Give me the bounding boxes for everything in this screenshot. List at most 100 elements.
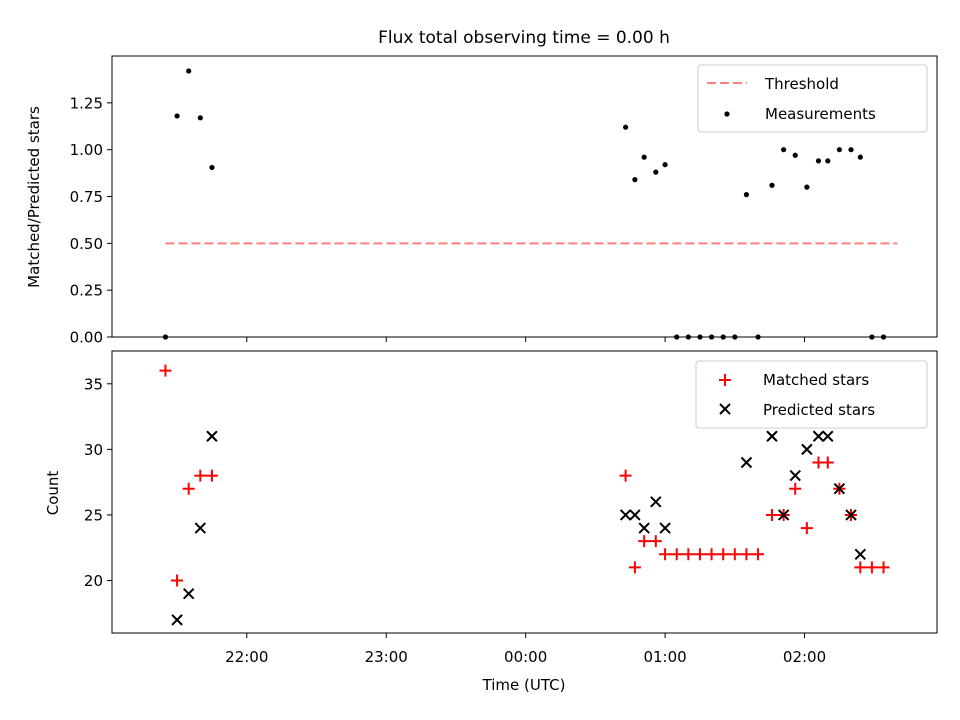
matched-star-point bbox=[854, 561, 867, 574]
bottom-x-ticks: 22:00 23:00 00:00 01:00 02:00 bbox=[225, 633, 826, 666]
predicted-star-point bbox=[650, 496, 662, 508]
measurement-point bbox=[815, 158, 822, 164]
matched-star-point bbox=[705, 548, 718, 561]
measurement-point bbox=[781, 147, 787, 153]
matched-star-point bbox=[159, 364, 172, 377]
top-panel: 0.00 0.25 0.50 0.75 1.00 1.25 Matched/Predict… bbox=[25, 55, 938, 347]
matched-star-point bbox=[682, 548, 695, 561]
matched-star-point bbox=[752, 548, 765, 561]
top-y-ticks: 0.00 0.25 0.50 0.75 1.00 1.25 bbox=[70, 94, 112, 347]
top-x-ticks bbox=[246, 337, 806, 342]
bottom-plot-marks bbox=[159, 364, 890, 626]
measurement-point bbox=[174, 113, 180, 119]
matched-star-point bbox=[649, 535, 662, 548]
top-y-tick-label: 0.25 bbox=[70, 282, 103, 300]
predicted-star-point bbox=[822, 430, 834, 442]
measurement-point bbox=[632, 177, 638, 183]
predicted-star-point bbox=[854, 548, 867, 561]
matched-star-point bbox=[800, 522, 813, 535]
bottom-panel: 20 25 30 35 22:00 23:00 00:00 01:00 02:00 Count… bbox=[44, 350, 938, 694]
bottom-y-tick-label: 30 bbox=[84, 441, 103, 459]
predicted-star-point bbox=[619, 509, 632, 521]
measurement-point bbox=[622, 124, 629, 130]
chart-title: Flux total observing time = 0.00 h bbox=[378, 28, 670, 48]
top-y-tick-label: 0.00 bbox=[70, 329, 103, 347]
matched-star-point bbox=[740, 548, 753, 561]
measurement-point bbox=[743, 192, 750, 198]
x-tick-label: 02:00 bbox=[783, 648, 826, 666]
legend-predicted-label: Predicted stars bbox=[763, 401, 875, 419]
predicted-star-point bbox=[777, 509, 790, 521]
bottom-y-tick-label: 25 bbox=[84, 506, 103, 524]
matched-star-point bbox=[728, 548, 741, 561]
matched-star-point bbox=[693, 548, 706, 561]
matched-star-point bbox=[182, 482, 195, 495]
legend-measurements-swatch bbox=[724, 111, 730, 117]
bottom-legend-frame bbox=[695, 360, 928, 429]
legend-measurements-label: Measurements bbox=[765, 105, 876, 123]
measurement-point bbox=[209, 164, 215, 171]
predicted-star-point bbox=[659, 522, 671, 534]
measurement-point bbox=[186, 68, 192, 74]
predicted-star-point bbox=[845, 509, 857, 521]
predicted-star-point bbox=[629, 509, 641, 521]
top-y-tick-label: 1.00 bbox=[70, 141, 103, 159]
measurement-point bbox=[848, 147, 854, 153]
x-tick-label: 22:00 bbox=[225, 648, 268, 666]
matched-star-point bbox=[205, 469, 218, 482]
matched-star-point bbox=[766, 508, 778, 521]
matched-star-point bbox=[194, 469, 207, 482]
measurement-point bbox=[769, 182, 775, 188]
legend-matched-swatch bbox=[719, 374, 731, 386]
matched-star-point bbox=[171, 574, 184, 587]
predicted-star-point bbox=[182, 587, 195, 600]
predicted-star-point bbox=[789, 469, 801, 482]
matched-star-point bbox=[865, 561, 878, 574]
top-y-tick-label: 1.25 bbox=[70, 94, 103, 112]
top-legend: Threshold Measurements bbox=[697, 64, 928, 133]
x-tick-label: 23:00 bbox=[365, 648, 408, 666]
bottom-axes-frame bbox=[111, 350, 938, 634]
bottom-y-ticks: 20 25 30 35 bbox=[84, 375, 112, 590]
legend-predicted-swatch bbox=[719, 403, 731, 415]
predicted-star-point bbox=[833, 483, 846, 495]
top-legend-frame bbox=[697, 64, 928, 133]
matched-star-point bbox=[670, 548, 683, 561]
x-tick-label: 00:00 bbox=[504, 648, 547, 666]
matched-star-point bbox=[789, 482, 802, 495]
top-y-axis-label: Matched/Predicted stars bbox=[25, 106, 43, 288]
bottom-y-axis-label: Count bbox=[44, 471, 62, 516]
bottom-y-tick-label: 35 bbox=[84, 375, 103, 393]
x-axis-label: Time (UTC) bbox=[482, 676, 566, 694]
measurement-point bbox=[857, 154, 863, 160]
matched-star-point bbox=[628, 561, 641, 574]
predicted-star-point bbox=[801, 443, 813, 456]
measurement-point bbox=[197, 115, 203, 121]
legend-matched-label: Matched stars bbox=[763, 371, 869, 389]
predicted-star-point bbox=[766, 430, 778, 442]
measurement-point bbox=[641, 154, 647, 160]
measurement-point bbox=[653, 169, 659, 175]
predicted-star-point bbox=[171, 614, 183, 626]
top-y-tick-label: 0.50 bbox=[70, 235, 103, 253]
matched-star-point bbox=[717, 548, 730, 561]
measurement-point bbox=[662, 162, 668, 168]
legend-threshold-label: Threshold bbox=[764, 75, 839, 93]
measurement-point bbox=[825, 158, 831, 164]
measurement-point bbox=[792, 152, 798, 158]
predicted-star-point bbox=[812, 430, 825, 442]
predicted-star-point bbox=[194, 522, 207, 534]
measurement-point bbox=[836, 147, 842, 153]
measurement-point bbox=[804, 184, 810, 190]
matched-star-point bbox=[638, 535, 651, 548]
matched-star-point bbox=[821, 456, 834, 469]
predicted-star-point bbox=[638, 522, 650, 534]
predicted-star-point bbox=[206, 430, 218, 442]
matched-star-point bbox=[877, 561, 890, 574]
matched-star-point bbox=[659, 548, 672, 561]
top-plot-marks bbox=[162, 68, 898, 340]
bottom-legend: Matched stars Predicted stars bbox=[695, 360, 928, 429]
x-tick-label: 01:00 bbox=[643, 648, 686, 666]
top-y-tick-label: 0.75 bbox=[70, 188, 103, 206]
